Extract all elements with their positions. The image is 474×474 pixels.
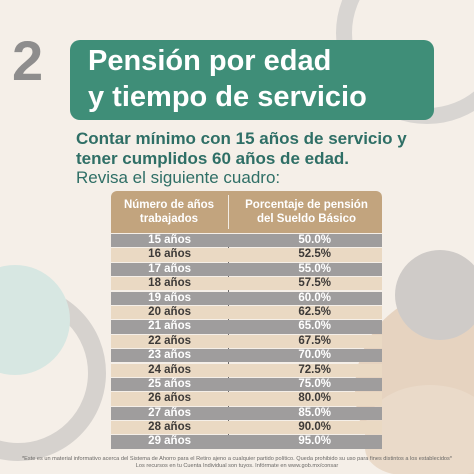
years-cell: 17 años — [148, 262, 191, 275]
section-number: 2 — [12, 29, 44, 92]
percentage-cell: 55.0% — [298, 262, 331, 275]
years-cell: 16 años — [148, 248, 191, 261]
column-header-percentage: Porcentaje de pensión del Sueldo Básico — [245, 199, 368, 225]
years-cell: 26 años — [148, 392, 191, 405]
table-body: 15 años 50.0% 16 años 52.5% 17 años 55.0% 18 a… — [111, 234, 382, 449]
percentage-cell: 65.0% — [298, 320, 331, 333]
table-header: Número de años trabajados Porcentaje de … — [111, 191, 382, 233]
intro-line-2: tener cumplidos 60 años de edad. — [76, 149, 350, 168]
years-cell: 20 años — [148, 305, 191, 318]
intro-line-3: Revisa el siguiente cuadro: — [76, 168, 281, 187]
title-line-2: y tiempo de servicio — [88, 81, 367, 113]
percentage-cell: 57.5% — [298, 277, 331, 290]
table-row: 21 años 65.0% — [111, 320, 382, 334]
percentage-cell: 75.0% — [298, 377, 331, 390]
table-row: 28 años 90.0% — [111, 421, 382, 435]
table-row: 19 años 60.0% — [111, 291, 382, 305]
years-cell: 22 años — [148, 334, 191, 347]
percentage-cell: 50.0% — [298, 234, 331, 246]
intro-line-1: Contar mínimo con 15 años de servicio y — [76, 129, 407, 148]
percentage-cell: 62.5% — [298, 305, 331, 318]
years-cell: 18 años — [148, 277, 191, 290]
title-banner: Pensión por edad y tiempo de servicio — [70, 40, 434, 120]
title-line-1: Pensión por edad — [88, 45, 332, 77]
percentage-cell: 90.0% — [298, 421, 331, 434]
percentage-cell: 80.0% — [298, 392, 331, 405]
footer-disclaimer-line-1: *Este es un material informativo acerca … — [21, 456, 453, 462]
percentage-cell: 95.0% — [298, 435, 331, 448]
years-cell: 21 años — [148, 320, 191, 333]
percentage-cell: 70.0% — [298, 349, 331, 362]
table-row: 27 años 85.0% — [111, 406, 382, 420]
table-row: 26 años 80.0% — [111, 392, 382, 406]
years-cell: 29 años — [148, 435, 191, 448]
table-row: 17 años 55.0% — [111, 262, 382, 277]
table-row: 18 años 57.5% — [111, 277, 382, 291]
years-cell: 28 años — [148, 421, 191, 434]
percentage-cell: 85.0% — [298, 406, 331, 419]
table-row: 23 años 70.0% — [111, 349, 382, 363]
pension-table: Número de años trabajados Porcentaje de … — [111, 191, 382, 450]
decorative-blob — [365, 385, 474, 474]
years-cell: 25 años — [148, 377, 191, 390]
percentage-cell: 72.5% — [298, 363, 331, 376]
percentage-cell: 52.5% — [298, 248, 331, 261]
percentage-cell: 60.0% — [298, 291, 331, 304]
footer-disclaimer-line-2: Los recursos en tu Cuenta Individual son… — [135, 463, 339, 469]
years-cell: 27 años — [148, 406, 191, 419]
years-cell: 23 años — [148, 349, 191, 362]
table-row: 25 años 75.0% — [111, 377, 382, 392]
table-row: 16 años 52.5% — [111, 248, 382, 262]
years-cell: 24 años — [148, 363, 191, 376]
decorative-circle-grey — [395, 250, 474, 340]
percentage-cell: 67.5% — [298, 334, 331, 347]
table-row: 20 años 62.5% — [111, 305, 382, 320]
table-row: 22 años 67.5% — [111, 334, 382, 349]
years-cell: 19 años — [148, 291, 191, 304]
table-row: 24 años 72.5% — [111, 363, 382, 377]
table-row: 15 años 50.0% — [111, 234, 382, 248]
table-row: 29 años 95.0% — [111, 435, 382, 449]
column-header-years: Número de años trabajados — [123, 199, 215, 225]
years-cell: 15 años — [148, 234, 191, 246]
